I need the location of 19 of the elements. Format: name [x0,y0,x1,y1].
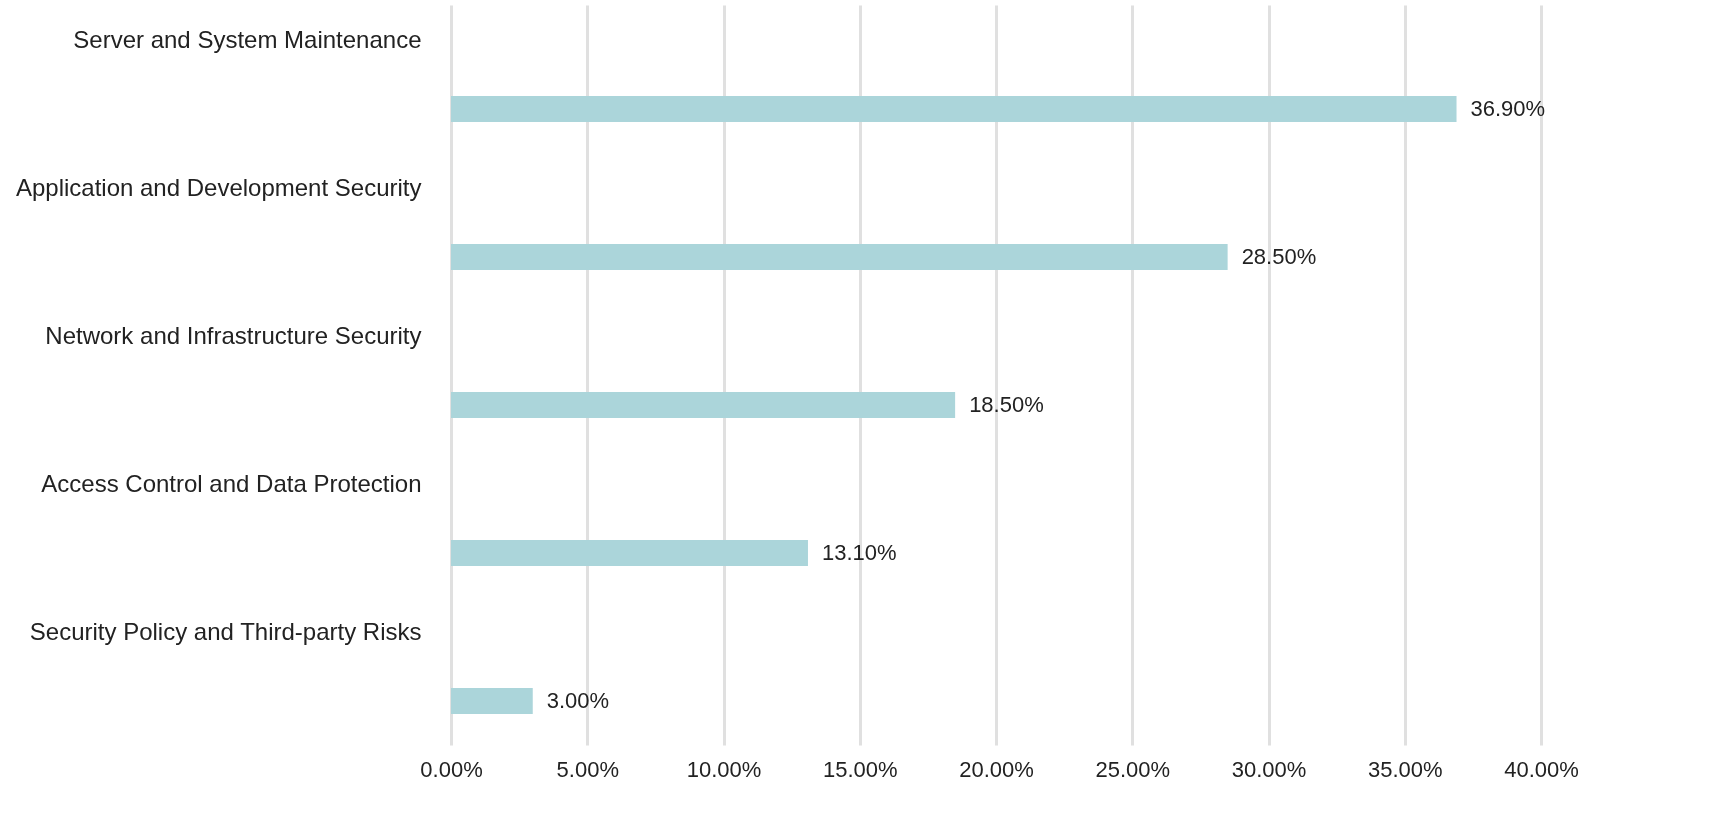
x-tick-label: 20.00% [959,756,1034,782]
x-tick-label: 5.00% [556,756,619,782]
x-tick-label: 10.00% [686,756,762,782]
y-tick-label: Access Control and Data Protection [41,470,422,497]
y-tick-label: Server and System Maintenance [73,26,422,53]
data-label: 13.10% [821,540,897,565]
x-tick-label: 25.00% [1095,756,1171,782]
x-tick-label: 15.00% [822,756,898,782]
data-label: 36.90% [1470,96,1546,121]
data-label: 28.50% [1241,244,1317,269]
x-tick-label: 30.00% [1231,756,1307,782]
x-tick-label: 40.00% [1504,756,1579,782]
y-tick-label: Network and Infrastructure Security [45,322,422,349]
data-label: 18.50% [969,392,1044,417]
y-tick-label: Security Policy and Third-party Risks [29,618,422,645]
y-tick-label: Application and Development Security [15,174,422,201]
x-tick-label: 35.00% [1367,756,1443,782]
data-label: 3.00% [546,688,610,713]
x-tick-label: 0.00% [420,756,483,782]
